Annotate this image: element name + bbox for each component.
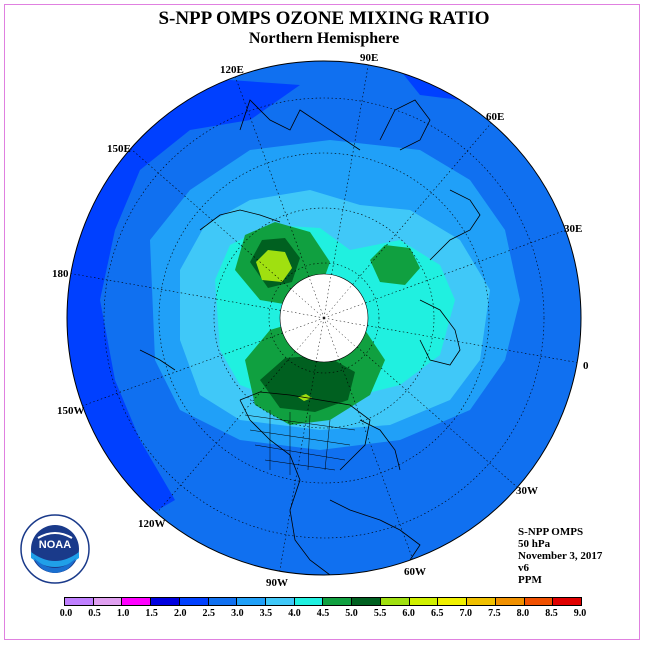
contour-5-0-south <box>260 355 355 412</box>
colorbar-tick-label: 1.5 <box>145 608 158 619</box>
colorbar-swatch <box>179 598 209 605</box>
lon-label-120e: 120E <box>220 64 244 76</box>
colorbar <box>64 597 582 606</box>
polar-grid <box>280 274 368 362</box>
colorbar-tick-label: 5.0 <box>345 608 358 619</box>
map-disk-outline <box>66 60 582 576</box>
colorbar-ticks: 0.0 0.5 1.0 1.5 2.0 2.5 3.0 3.5 4.0 4.5 5.0 5.5 6.0 6… <box>0 608 648 622</box>
colorbar-swatch <box>409 598 439 605</box>
meridian-lines <box>67 61 581 575</box>
lon-label-90e: 90E <box>360 52 379 64</box>
state-borders <box>244 410 356 475</box>
info-version: v6 <box>518 562 529 574</box>
colorbar-tick-label: 2.0 <box>173 608 187 619</box>
noaa-logo: NOAA <box>20 514 90 584</box>
lon-label-60e: 60E <box>486 111 505 123</box>
colorbar-tick-label: 4.5 <box>316 608 330 619</box>
info-date: November 3, 2017 <box>518 550 603 562</box>
colorbar-tick-label: 0.5 <box>88 608 101 619</box>
info-unit: PPM <box>518 574 542 586</box>
colorbar-swatch <box>208 598 238 605</box>
noaa-logo-text: NOAA <box>39 539 71 551</box>
lon-label-30e: 30E <box>564 223 583 235</box>
colorbar-tick-label: 0.0 <box>59 608 73 619</box>
colorbar-tick-label: 2.5 <box>202 608 216 619</box>
colorbar-tick-label: 6.0 <box>402 608 415 619</box>
colorbar-swatch <box>151 598 180 605</box>
lon-label-90w: 90W <box>266 577 288 589</box>
colorbar-swatch <box>122 598 152 605</box>
colorbar-swatch <box>553 598 581 605</box>
info-block: S-NPP OMPS 50 hPa November 3, 2017 v6 PP… <box>518 526 602 586</box>
lon-label-60w: 60W <box>404 566 426 578</box>
lon-label-180: 180 <box>52 268 69 280</box>
contour-4-5-east <box>370 245 420 285</box>
figure-frame <box>4 4 640 640</box>
coastlines <box>139 99 481 575</box>
colorbar-tick-label: 5.5 <box>373 608 387 619</box>
colorbar-tick-label: 8.5 <box>545 608 558 619</box>
contour-5-5-north <box>256 250 292 282</box>
colorbar-tick-label: 3.5 <box>259 608 273 619</box>
chart-subtitle: Northern Hemisphere <box>248 30 400 47</box>
colorbar-tick-label: 1.0 <box>116 608 130 619</box>
chart-title: S-NPP OMPS OZONE MIXING RATIO <box>158 8 490 29</box>
colorbar-tick-label: 7.5 <box>488 608 501 619</box>
colorbar-tick-label: 4.0 <box>288 608 301 619</box>
colorbar-swatch <box>495 598 525 605</box>
colorbar-swatch <box>524 598 554 605</box>
info-level: 50 hPa <box>518 538 551 550</box>
colorbar-swatch <box>65 598 94 605</box>
contour-2-0-west <box>67 80 300 520</box>
lon-label-0: 0 <box>583 360 589 372</box>
lon-label-150w: 150W <box>57 405 85 417</box>
colorbar-tick-label: 3.0 <box>231 608 244 619</box>
lon-label-150e: 150E <box>107 143 131 155</box>
latitude-circles <box>103 97 545 539</box>
colorbar-tick-label: 6.5 <box>430 608 444 619</box>
colorbar-swatch <box>380 598 410 605</box>
colorbar-tick-label: 7.0 <box>459 608 473 619</box>
info-instrument: S-NPP OMPS <box>518 526 584 538</box>
colorbar-swatch <box>266 598 295 605</box>
lon-label-120w: 120W <box>138 518 166 530</box>
colorbar-swatch <box>237 598 267 605</box>
colorbar-swatch <box>352 598 381 605</box>
lon-label-30w: 30W <box>516 485 538 497</box>
colorbar-swatch <box>323 598 353 605</box>
colorbar-tick-label: 9.0 <box>573 608 587 619</box>
colorbar-swatch <box>467 598 496 605</box>
colorbar-swatch <box>438 598 468 605</box>
colorbar-tick-label: 8.0 <box>516 608 530 619</box>
colorbar-swatch <box>93 598 123 605</box>
colorbar-swatch <box>294 598 324 605</box>
